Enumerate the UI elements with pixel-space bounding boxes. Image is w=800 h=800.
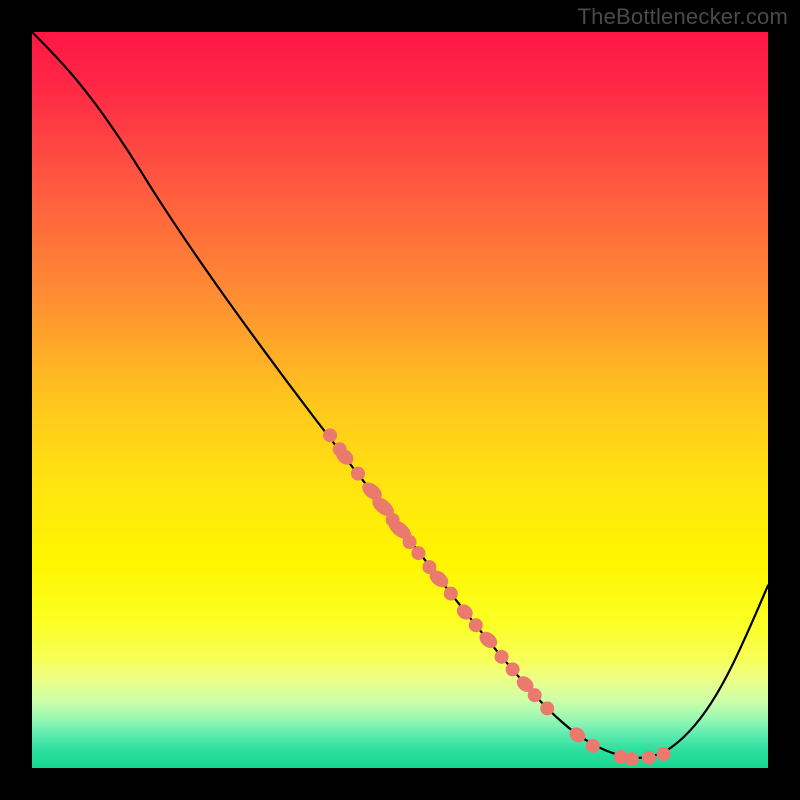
data-marker [528, 688, 542, 702]
marker-group [323, 428, 670, 766]
data-marker [586, 739, 600, 753]
data-marker [540, 701, 554, 715]
data-marker [506, 662, 520, 676]
data-marker [351, 467, 365, 481]
watermark-text: TheBottlenecker.com [578, 4, 788, 30]
curve-layer [32, 32, 768, 768]
data-marker [323, 428, 337, 442]
data-marker [642, 751, 656, 765]
data-marker [444, 587, 458, 601]
data-marker [411, 546, 425, 560]
data-marker [625, 752, 639, 766]
data-marker [403, 535, 417, 549]
bottleneck-curve [32, 32, 768, 758]
data-marker [469, 618, 483, 632]
plot-area [32, 32, 768, 768]
data-marker [495, 650, 509, 664]
data-marker [656, 747, 670, 761]
